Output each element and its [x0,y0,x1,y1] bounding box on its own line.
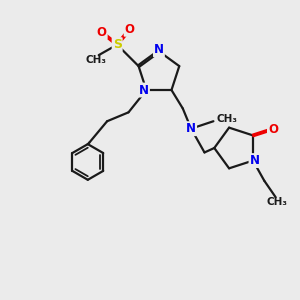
Text: N: N [186,122,196,135]
Text: CH₃: CH₃ [267,196,288,207]
Text: N: N [139,83,149,97]
Text: CH₃: CH₃ [86,56,107,65]
Text: CH₃: CH₃ [217,114,238,124]
Text: S: S [113,38,122,51]
Text: O: O [124,23,135,36]
Text: O: O [268,123,278,136]
Text: N: N [154,43,164,56]
Text: O: O [97,26,107,39]
Text: N: N [250,154,260,167]
